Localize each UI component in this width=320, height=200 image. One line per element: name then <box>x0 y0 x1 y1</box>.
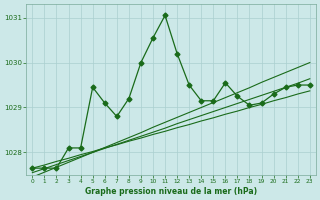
X-axis label: Graphe pression niveau de la mer (hPa): Graphe pression niveau de la mer (hPa) <box>85 187 257 196</box>
